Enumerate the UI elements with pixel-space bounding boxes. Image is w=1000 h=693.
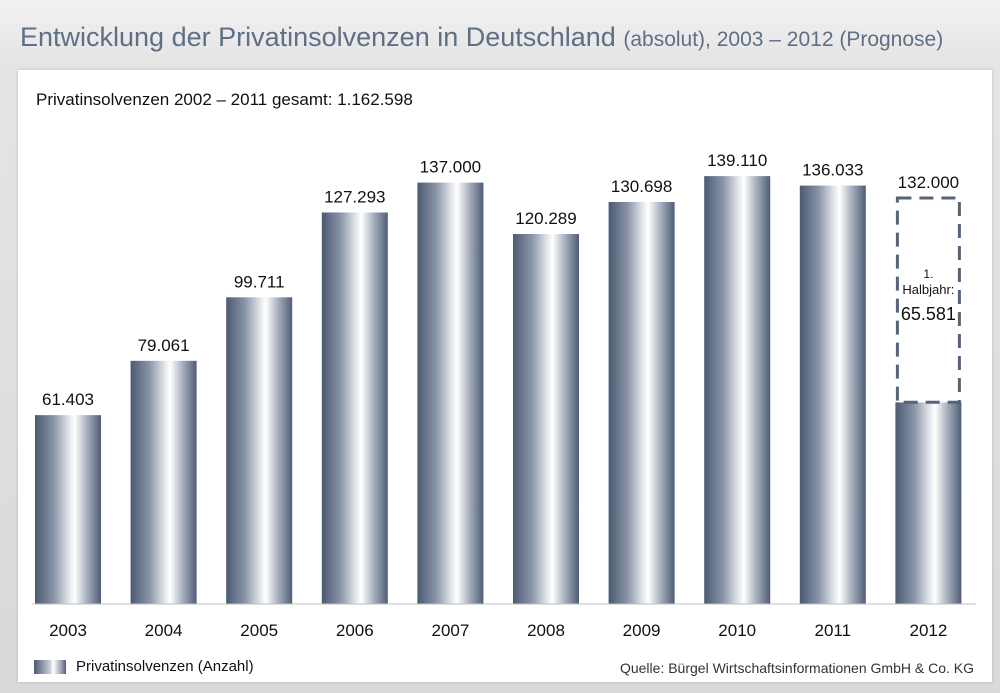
forecast-note-line1: 1. bbox=[923, 267, 933, 281]
chart-title: Entwicklung der Privatinsolvenzen in Deu… bbox=[20, 22, 943, 53]
value-label-2011: 136.033 bbox=[802, 161, 863, 180]
bar-2008 bbox=[513, 234, 579, 604]
bar-2009 bbox=[608, 201, 675, 605]
value-label-2004: 79.061 bbox=[138, 336, 190, 355]
x-tick-2008: 2008 bbox=[527, 621, 565, 640]
title-bar: Entwicklung der Privatinsolvenzen in Deu… bbox=[0, 0, 1000, 70]
forecast-actual-label: 65.581 bbox=[901, 304, 956, 324]
x-tick-2009: 2009 bbox=[623, 621, 661, 640]
x-tick-2003: 2003 bbox=[49, 621, 87, 640]
title-suffix: (absolut), 2003 – 2012 (Prognose) bbox=[623, 28, 944, 51]
x-tick-2011: 2011 bbox=[815, 621, 852, 640]
x-tick-2012: 2012 bbox=[909, 621, 947, 640]
bar-2006 bbox=[321, 212, 388, 604]
bar-2007 bbox=[417, 182, 484, 604]
bar-2010 bbox=[704, 176, 771, 604]
forecast-box-2012 bbox=[895, 196, 961, 404]
bar-chart: 61.403 2003 79.061 2004 99.711 2005 127.293 200… bbox=[32, 151, 976, 640]
x-tick-2007: 2007 bbox=[431, 621, 469, 640]
value-label-2008: 120.289 bbox=[515, 209, 576, 228]
value-label-2012: 132.000 bbox=[898, 173, 959, 192]
x-tick-2004: 2004 bbox=[145, 621, 183, 640]
value-label-2010: 139.110 bbox=[707, 151, 767, 170]
bar-2004 bbox=[130, 360, 197, 604]
x-tick-2005: 2005 bbox=[240, 621, 278, 640]
bar-2011 bbox=[799, 185, 866, 605]
chart-panel: Privatinsolvenzen 2002 – 2011 gesamt: 1.… bbox=[18, 70, 992, 682]
legend-label: Privatinsolvenzen (Anzahl) bbox=[76, 658, 254, 675]
value-label-2003: 61.403 bbox=[42, 390, 94, 409]
x-tick-2006: 2006 bbox=[336, 621, 374, 640]
title-main: Entwicklung der Privatinsolvenzen in Deu… bbox=[20, 22, 616, 52]
value-label-2006: 127.293 bbox=[324, 187, 385, 206]
source-note: Quelle: Bürgel Wirtschaftsinformationen … bbox=[619, 660, 974, 676]
value-label-2009: 130.698 bbox=[611, 177, 672, 196]
bar-2012-actual bbox=[895, 402, 962, 604]
legend: Privatinsolvenzen (Anzahl) bbox=[34, 658, 254, 675]
bar-2003 bbox=[35, 415, 101, 604]
forecast-note-line2: Halbjahr: bbox=[902, 282, 954, 297]
x-tick-2010: 2010 bbox=[718, 621, 756, 640]
chart-subtitle: Privatinsolvenzen 2002 – 2011 gesamt: 1.… bbox=[36, 90, 413, 109]
bar-2005 bbox=[226, 297, 293, 604]
value-label-2007: 137.000 bbox=[420, 158, 481, 177]
legend-swatch bbox=[34, 659, 66, 674]
value-label-2005: 99.711 bbox=[234, 272, 285, 291]
